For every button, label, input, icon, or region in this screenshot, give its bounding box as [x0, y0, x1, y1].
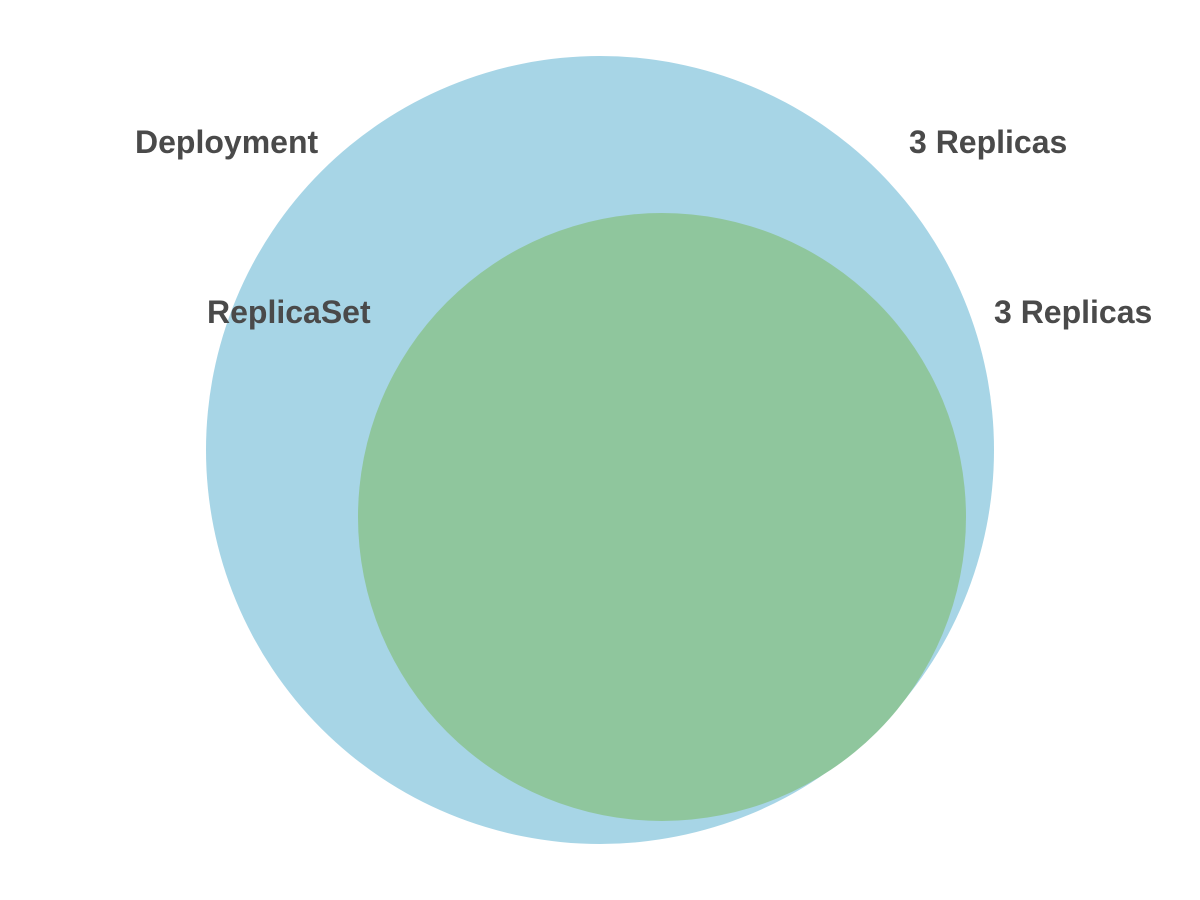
- deployment-label: Deployment: [135, 124, 318, 160]
- deployment-replicas-label: 3 Replicas: [909, 124, 1067, 160]
- replicaset-replicas-label: 3 Replicas: [994, 294, 1152, 330]
- replicaset-label: ReplicaSet: [207, 294, 371, 330]
- replicaset-circle: [358, 213, 966, 821]
